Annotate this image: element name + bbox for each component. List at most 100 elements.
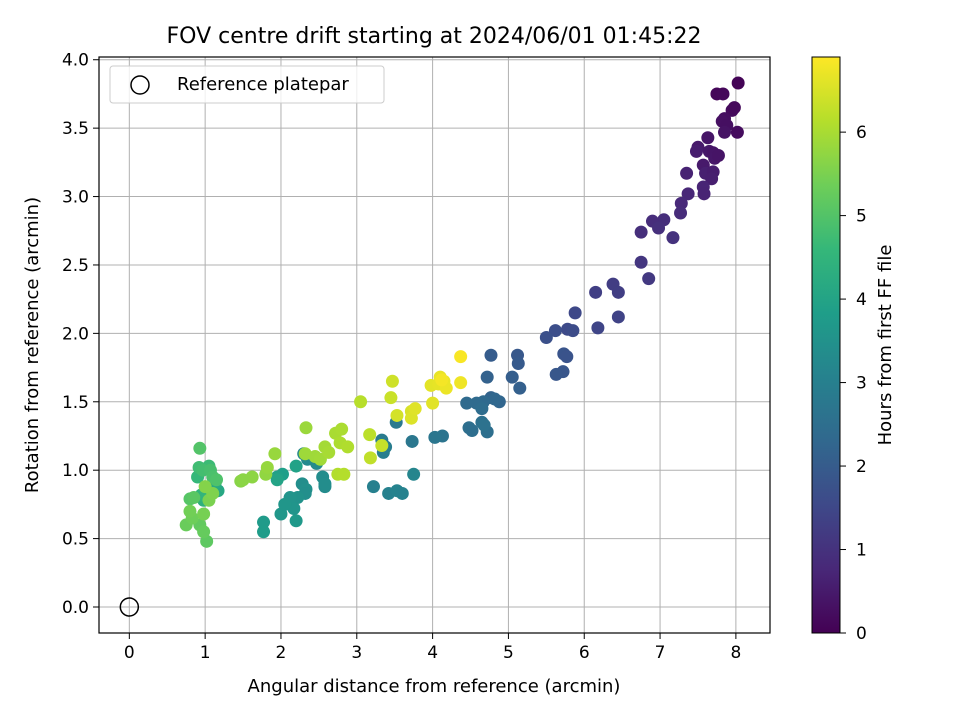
scatter-point bbox=[480, 370, 494, 384]
scatter-point bbox=[268, 447, 282, 461]
scatter-point bbox=[390, 408, 404, 422]
scatter-point bbox=[363, 428, 377, 442]
y-tick-label: 0.0 bbox=[62, 598, 89, 618]
scatter-point bbox=[548, 324, 562, 338]
y-tick-label: 2.0 bbox=[62, 324, 89, 344]
scatter-point bbox=[366, 480, 380, 494]
scatter-point bbox=[236, 473, 250, 487]
scatter-point bbox=[697, 187, 711, 201]
colorbar-tick-label: 3 bbox=[856, 374, 867, 394]
scatter-point bbox=[193, 441, 207, 455]
chart-title: FOV centre drift starting at 2024/06/01 … bbox=[167, 24, 702, 49]
scatter-point bbox=[210, 473, 224, 487]
scatter-point bbox=[705, 172, 719, 186]
scatter-point bbox=[260, 460, 274, 474]
colorbar-tick-label: 6 bbox=[856, 123, 867, 143]
scatter-point bbox=[589, 285, 603, 299]
scatter-point bbox=[183, 504, 197, 518]
scatter-point bbox=[652, 221, 666, 235]
scatter-point bbox=[187, 491, 201, 505]
x-tick-label: 8 bbox=[730, 643, 741, 663]
scatter-point bbox=[484, 348, 498, 362]
scatter-point bbox=[465, 424, 479, 438]
scatter-point bbox=[335, 422, 349, 436]
scatter-point bbox=[289, 514, 303, 528]
scatter-point bbox=[549, 367, 563, 381]
scatter-point bbox=[674, 196, 688, 210]
scatter-point bbox=[727, 101, 741, 115]
colorbar-tick-layer: 0 1 2 3 4 5 6 bbox=[840, 123, 867, 644]
scatter-point bbox=[566, 324, 580, 338]
y-axis-label: Rotation from reference (arcmin) bbox=[22, 197, 43, 493]
scatter-point bbox=[611, 310, 625, 324]
scatter-point bbox=[505, 370, 519, 384]
scatter-point bbox=[385, 374, 399, 388]
y-tick-label: 4.0 bbox=[62, 51, 89, 71]
scatter-point bbox=[711, 149, 725, 163]
scatter-point bbox=[716, 87, 730, 101]
scatter-point bbox=[718, 125, 732, 139]
legend-marker-icon bbox=[130, 75, 150, 95]
colorbar-tick-label: 2 bbox=[856, 457, 867, 477]
legend-box bbox=[109, 65, 385, 104]
scatter-point bbox=[408, 402, 422, 416]
scatter-point bbox=[488, 392, 502, 406]
reference-point bbox=[119, 597, 140, 617]
y-tick-label: 3.5 bbox=[62, 119, 89, 139]
scatter-point bbox=[435, 373, 449, 387]
scatter-point bbox=[426, 396, 440, 410]
scatter-point bbox=[730, 125, 744, 139]
x-tick-label: 5 bbox=[503, 643, 514, 663]
scatter-point bbox=[405, 434, 419, 448]
y-tick-label: 2.5 bbox=[62, 256, 89, 276]
scatter-point bbox=[363, 451, 377, 465]
scatter-point bbox=[681, 187, 695, 201]
scatter-point bbox=[322, 445, 336, 459]
scatter-point bbox=[460, 396, 474, 410]
reference-layer bbox=[119, 597, 140, 617]
plot-frame bbox=[98, 56, 771, 634]
scatter-point bbox=[198, 480, 212, 494]
scatter-point bbox=[475, 402, 489, 416]
scatter-point bbox=[375, 439, 389, 453]
colorbar bbox=[811, 56, 841, 634]
scatter-point bbox=[513, 381, 527, 395]
scatter-point bbox=[278, 497, 292, 511]
x-tick-layer: 0 1 2 3 4 5 6 7 8 bbox=[124, 633, 741, 663]
colorbar-tick-label: 5 bbox=[856, 207, 867, 227]
scatter-point bbox=[354, 395, 368, 409]
scatter-point bbox=[341, 440, 355, 454]
x-tick-label: 4 bbox=[427, 643, 438, 663]
scatter-point bbox=[299, 421, 313, 435]
colorbar-tick-label: 4 bbox=[856, 290, 867, 310]
scatter-point bbox=[680, 166, 694, 180]
scatter-point bbox=[454, 376, 468, 390]
scatter-point bbox=[666, 231, 680, 245]
scatter-point bbox=[568, 306, 582, 320]
scatter-point bbox=[428, 430, 442, 444]
scatter-point bbox=[270, 473, 284, 487]
scatter-point bbox=[689, 144, 703, 158]
scatter-point bbox=[591, 321, 605, 335]
x-tick-label: 1 bbox=[200, 643, 211, 663]
scatter-point bbox=[634, 225, 648, 239]
scatter-point bbox=[539, 330, 553, 344]
scatter-point bbox=[407, 467, 421, 481]
y-tick-label: 1.0 bbox=[62, 461, 89, 481]
colorbar-tick-label: 1 bbox=[856, 541, 867, 561]
scatter-point bbox=[257, 525, 271, 539]
x-tick-label: 7 bbox=[655, 643, 666, 663]
scatter-point bbox=[731, 76, 745, 90]
scatter-point bbox=[634, 255, 648, 269]
x-tick-label: 0 bbox=[124, 643, 135, 663]
x-tick-label: 6 bbox=[579, 643, 590, 663]
y-tick-label: 3.0 bbox=[62, 188, 89, 208]
grid-layer bbox=[99, 57, 770, 633]
scatter-point bbox=[454, 350, 468, 364]
y-tick-label: 1.5 bbox=[62, 393, 89, 413]
scatter-point bbox=[318, 477, 332, 491]
legend-label: Reference platepar bbox=[177, 74, 349, 95]
scatter-point bbox=[560, 350, 574, 364]
x-axis-label: Angular distance from reference (arcmin) bbox=[248, 676, 621, 697]
